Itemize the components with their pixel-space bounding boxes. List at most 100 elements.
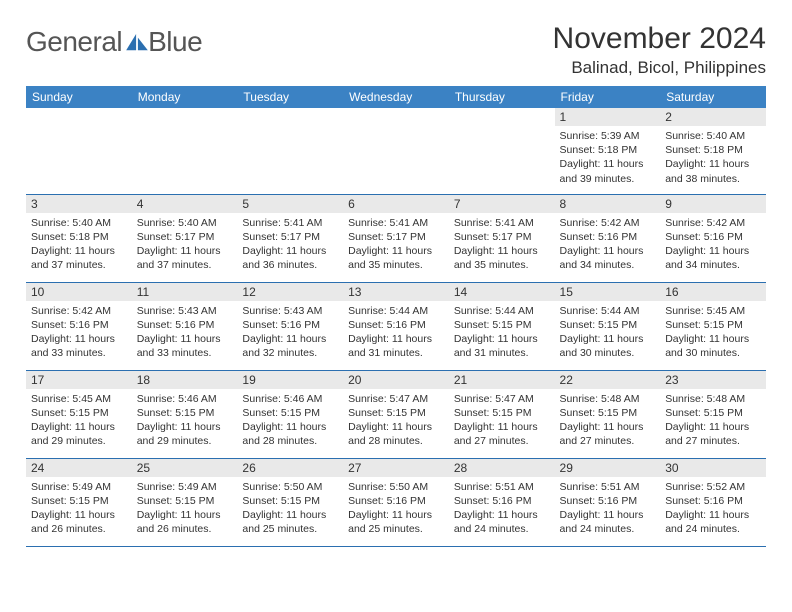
- day-details: Sunrise: 5:47 AMSunset: 5:15 PMDaylight:…: [449, 389, 555, 453]
- calendar-day: 11Sunrise: 5:43 AMSunset: 5:16 PMDayligh…: [132, 282, 238, 370]
- daylight-text: Daylight: 11 hours and 31 minutes.: [348, 332, 444, 360]
- sunset-text: Sunset: 5:16 PM: [137, 318, 233, 332]
- day-number: 15: [555, 283, 661, 301]
- calendar-day: 6Sunrise: 5:41 AMSunset: 5:17 PMDaylight…: [343, 194, 449, 282]
- day-details: Sunrise: 5:42 AMSunset: 5:16 PMDaylight:…: [555, 213, 661, 277]
- day-details: Sunrise: 5:45 AMSunset: 5:15 PMDaylight:…: [660, 301, 766, 365]
- day-number: 4: [132, 195, 238, 213]
- day-details: Sunrise: 5:52 AMSunset: 5:16 PMDaylight:…: [660, 477, 766, 541]
- day-number: 16: [660, 283, 766, 301]
- sunset-text: Sunset: 5:15 PM: [560, 318, 656, 332]
- day-details: Sunrise: 5:45 AMSunset: 5:15 PMDaylight:…: [26, 389, 132, 453]
- sunrise-text: Sunrise: 5:39 AM: [560, 129, 656, 143]
- calendar-day: 9Sunrise: 5:42 AMSunset: 5:16 PMDaylight…: [660, 194, 766, 282]
- day-details: Sunrise: 5:48 AMSunset: 5:15 PMDaylight:…: [555, 389, 661, 453]
- sunrise-text: Sunrise: 5:45 AM: [665, 304, 761, 318]
- sunset-text: Sunset: 5:16 PM: [560, 494, 656, 508]
- calendar-day: 10Sunrise: 5:42 AMSunset: 5:16 PMDayligh…: [26, 282, 132, 370]
- sunrise-text: Sunrise: 5:44 AM: [348, 304, 444, 318]
- calendar-day: 18Sunrise: 5:46 AMSunset: 5:15 PMDayligh…: [132, 370, 238, 458]
- day-number: 8: [555, 195, 661, 213]
- day-number: 30: [660, 459, 766, 477]
- calendar-day: 27 Sunrise: 5:50 AMSunset: 5:16 PMDayligh…: [343, 458, 449, 546]
- sunrise-text: Sunrise: 5:50 AM: [348, 480, 444, 494]
- day-number: 1: [555, 108, 661, 126]
- calendar-day: 8Sunrise: 5:42 AMSunset: 5:16 PMDaylight…: [555, 194, 661, 282]
- day-details: Sunrise: 5:41 AMSunset: 5:17 PMDaylight:…: [449, 213, 555, 277]
- calendar-day: 12Sunrise: 5:43 AMSunset: 5:16 PMDayligh…: [237, 282, 343, 370]
- sunrise-text: Sunrise: 5:40 AM: [31, 216, 127, 230]
- daylight-text: Daylight: 11 hours and 37 minutes.: [31, 244, 127, 272]
- day-details: Sunrise: 5:46 AMSunset: 5:15 PMDaylight:…: [132, 389, 238, 453]
- sunset-text: Sunset: 5:15 PM: [242, 406, 338, 420]
- day-number: 18: [132, 371, 238, 389]
- daylight-text: Daylight: 11 hours and 35 minutes.: [348, 244, 444, 272]
- calendar-day: 20Sunrise: 5:47 AMSunset: 5:15 PMDayligh…: [343, 370, 449, 458]
- sunrise-text: Sunrise: 5:46 AM: [137, 392, 233, 406]
- day-details: Sunrise: 5:44 AMSunset: 5:15 PMDaylight:…: [555, 301, 661, 365]
- sunset-text: Sunset: 5:18 PM: [560, 143, 656, 157]
- sunset-text: Sunset: 5:17 PM: [137, 230, 233, 244]
- day-number: 22: [555, 371, 661, 389]
- weekday-header: Monday: [132, 86, 238, 108]
- calendar-day: 14Sunrise: 5:44 AMSunset: 5:15 PMDayligh…: [449, 282, 555, 370]
- day-number: 6: [343, 195, 449, 213]
- sunset-text: Sunset: 5:15 PM: [348, 406, 444, 420]
- sunset-text: Sunset: 5:15 PM: [454, 318, 550, 332]
- sunset-text: Sunset: 5:16 PM: [665, 494, 761, 508]
- daylight-text: Daylight: 11 hours and 30 minutes.: [560, 332, 656, 360]
- daylight-text: Daylight: 11 hours and 39 minutes.: [560, 157, 656, 185]
- calendar-day: 17Sunrise: 5:45 AMSunset: 5:15 PMDayligh…: [26, 370, 132, 458]
- sunrise-text: Sunrise: 5:47 AM: [348, 392, 444, 406]
- daylight-text: Daylight: 11 hours and 34 minutes.: [560, 244, 656, 272]
- calendar-day: 4Sunrise: 5:40 AMSunset: 5:17 PMDaylight…: [132, 194, 238, 282]
- daylight-text: Daylight: 11 hours and 27 minutes.: [560, 420, 656, 448]
- day-number: 29: [555, 459, 661, 477]
- day-number: 27: [343, 459, 449, 477]
- sunset-text: Sunset: 5:15 PM: [31, 406, 127, 420]
- brand-word1: General: [26, 26, 122, 58]
- sunrise-text: Sunrise: 5:51 AM: [560, 480, 656, 494]
- calendar-day: 1 Sunrise: 5:39 AMSunset: 5:18 PMDaylight…: [555, 108, 661, 194]
- daylight-text: Daylight: 11 hours and 36 minutes.: [242, 244, 338, 272]
- sunrise-text: Sunrise: 5:52 AM: [665, 480, 761, 494]
- sunset-text: Sunset: 5:15 PM: [665, 318, 761, 332]
- daylight-text: Daylight: 11 hours and 32 minutes.: [242, 332, 338, 360]
- daylight-text: Daylight: 11 hours and 25 minutes.: [242, 508, 338, 536]
- calendar-day: 16Sunrise: 5:45 AMSunset: 5:15 PMDayligh…: [660, 282, 766, 370]
- sunrise-text: Sunrise: 5:43 AM: [242, 304, 338, 318]
- sunrise-text: Sunrise: 5:48 AM: [560, 392, 656, 406]
- day-number: 23: [660, 371, 766, 389]
- day-number: 20: [343, 371, 449, 389]
- day-number: 2: [660, 108, 766, 126]
- brand-logo: General Blue: [26, 22, 202, 58]
- day-number: 7: [449, 195, 555, 213]
- calendar-day: 25Sunrise: 5:49 AMSunset: 5:15 PMDayligh…: [132, 458, 238, 546]
- day-details: Sunrise: 5:49 AMSunset: 5:15 PMDaylight:…: [132, 477, 238, 541]
- weekday-header: Wednesday: [343, 86, 449, 108]
- day-number: 28: [449, 459, 555, 477]
- calendar-day: [343, 108, 449, 194]
- daylight-text: Daylight: 11 hours and 30 minutes.: [665, 332, 761, 360]
- daylight-text: Daylight: 11 hours and 24 minutes.: [665, 508, 761, 536]
- sunrise-text: Sunrise: 5:41 AM: [348, 216, 444, 230]
- day-details: Sunrise: 5:46 AMSunset: 5:15 PMDaylight:…: [237, 389, 343, 453]
- sunrise-text: Sunrise: 5:42 AM: [560, 216, 656, 230]
- sunset-text: Sunset: 5:16 PM: [242, 318, 338, 332]
- sunset-text: Sunset: 5:15 PM: [31, 494, 127, 508]
- day-details: Sunrise: 5:44 AMSunset: 5:15 PMDaylight:…: [449, 301, 555, 365]
- header: General Blue November 2024 Balinad, Bico…: [26, 22, 766, 78]
- day-details: Sunrise: 5:44 AMSunset: 5:16 PMDaylight:…: [343, 301, 449, 365]
- day-details: Sunrise: 5:40 AMSunset: 5:17 PMDaylight:…: [132, 213, 238, 277]
- calendar-day: [26, 108, 132, 194]
- day-number: 3: [26, 195, 132, 213]
- day-details: Sunrise: 5:50 AMSunset: 5:15 PMDaylight:…: [237, 477, 343, 541]
- weekday-header: Sunday: [26, 86, 132, 108]
- daylight-text: Daylight: 11 hours and 26 minutes.: [137, 508, 233, 536]
- sunset-text: Sunset: 5:16 PM: [348, 494, 444, 508]
- daylight-text: Daylight: 11 hours and 25 minutes.: [348, 508, 444, 536]
- calendar-week: 17Sunrise: 5:45 AMSunset: 5:15 PMDayligh…: [26, 370, 766, 458]
- daylight-text: Daylight: 11 hours and 38 minutes.: [665, 157, 761, 185]
- sunrise-text: Sunrise: 5:49 AM: [137, 480, 233, 494]
- day-details: Sunrise: 5:47 AMSunset: 5:15 PMDaylight:…: [343, 389, 449, 453]
